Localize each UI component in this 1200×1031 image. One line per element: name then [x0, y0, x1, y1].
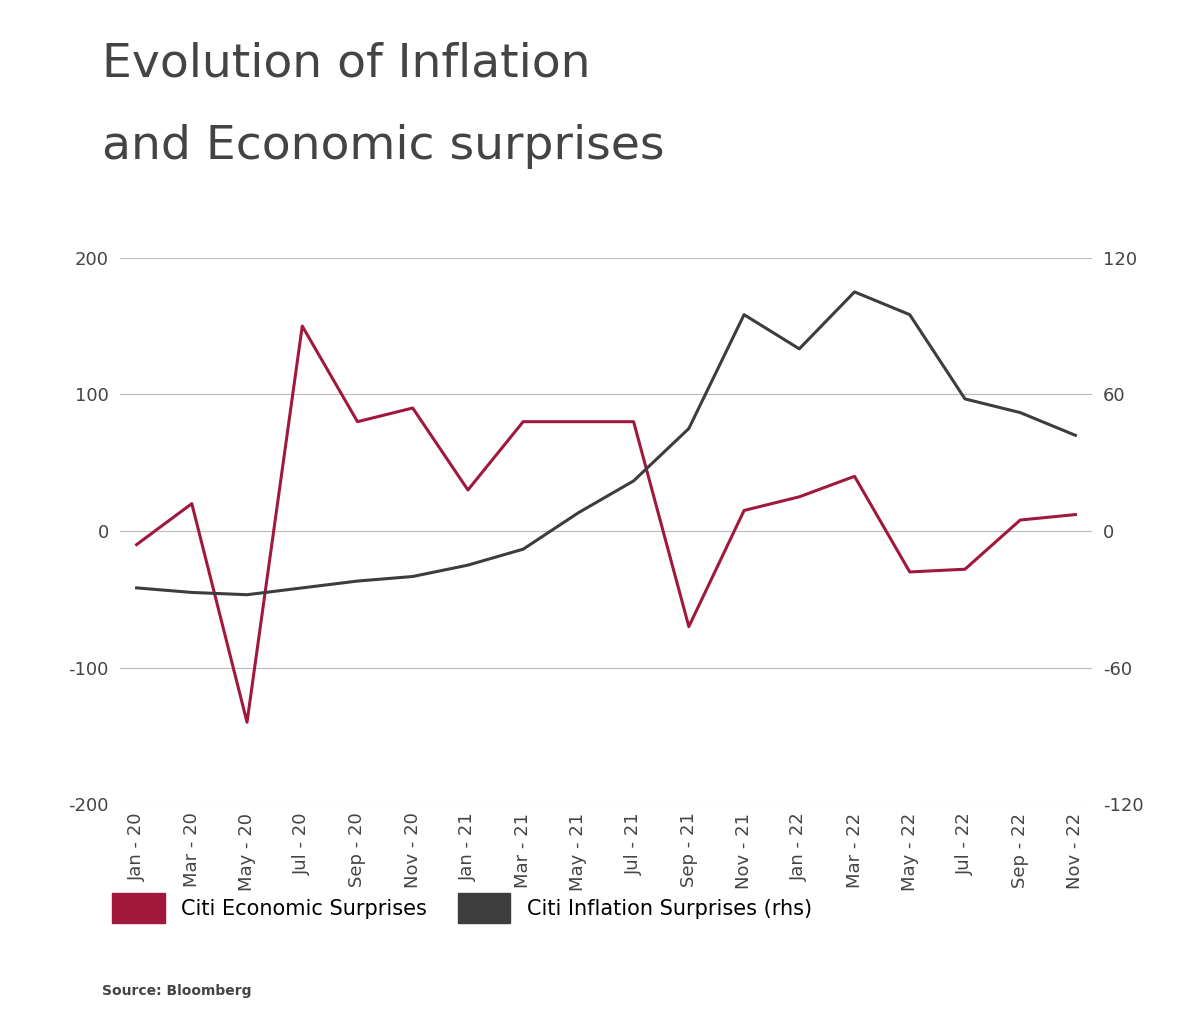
- Legend: Citi Economic Surprises, Citi Inflation Surprises (rhs): Citi Economic Surprises, Citi Inflation …: [113, 893, 812, 923]
- Text: Evolution of Inflation: Evolution of Inflation: [102, 41, 590, 87]
- Text: and Economic surprises: and Economic surprises: [102, 124, 665, 169]
- Text: Source: Bloomberg: Source: Bloomberg: [102, 984, 252, 998]
